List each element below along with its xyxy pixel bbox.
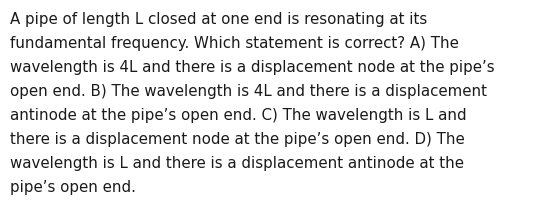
Text: wavelength is 4L and there is a displacement node at the pipe’s: wavelength is 4L and there is a displace… <box>10 60 494 75</box>
Text: fundamental frequency. Which statement is correct? A) The: fundamental frequency. Which statement i… <box>10 36 459 51</box>
Text: antinode at the pipe’s open end. C) The wavelength is L and: antinode at the pipe’s open end. C) The … <box>10 108 466 123</box>
Text: there is a displacement node at the pipe’s open end. D) The: there is a displacement node at the pipe… <box>10 132 465 147</box>
Text: A pipe of length L closed at one end is resonating at its: A pipe of length L closed at one end is … <box>10 12 427 27</box>
Text: wavelength is L and there is a displacement antinode at the: wavelength is L and there is a displacem… <box>10 156 464 171</box>
Text: open end. B) The wavelength is 4L and there is a displacement: open end. B) The wavelength is 4L and th… <box>10 84 487 99</box>
Text: pipe’s open end.: pipe’s open end. <box>10 180 136 195</box>
